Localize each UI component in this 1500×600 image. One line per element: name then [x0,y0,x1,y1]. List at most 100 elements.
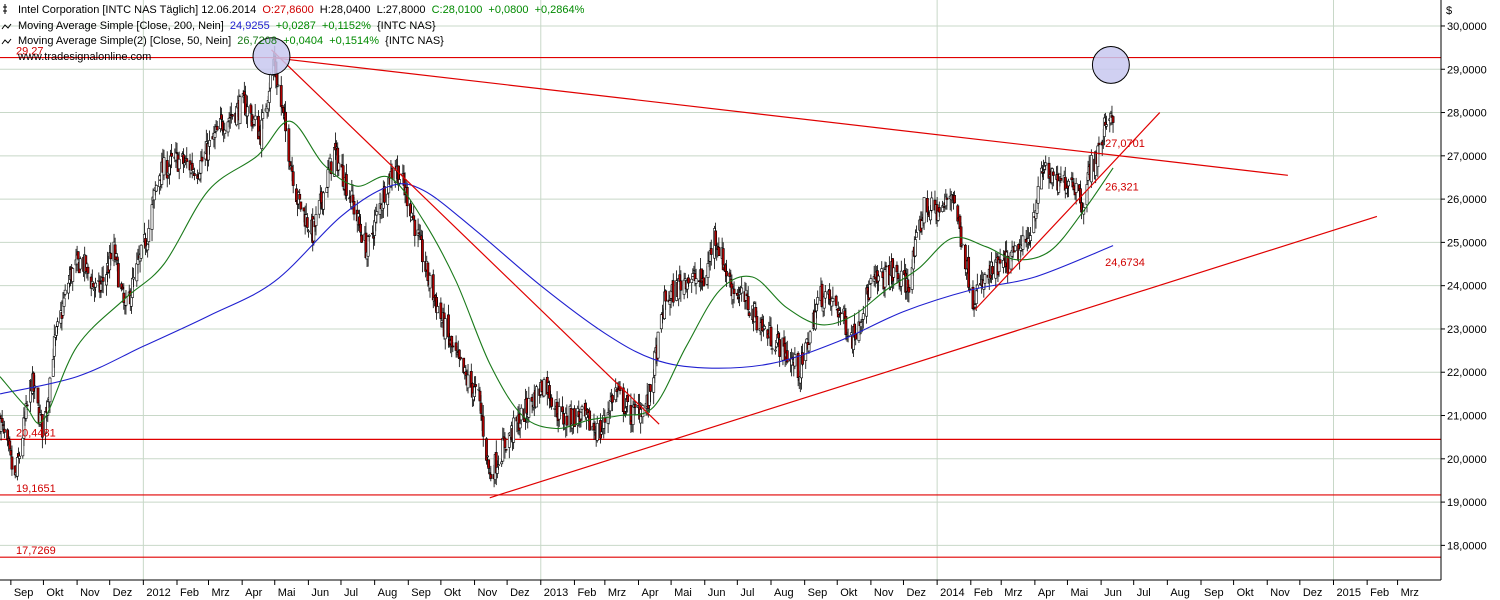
x-tick-label: Dez [1303,587,1323,599]
candle-body [732,288,736,294]
candle-body [71,268,75,282]
legend-ma200-value: 24,9255 [230,20,270,32]
level-label: 17,7269 [16,545,56,557]
candle-body [922,197,926,224]
x-tick-label: Mrz [211,587,229,599]
legend: Intel Corporation [INTC NAS Täglich] 12.… [1,4,585,63]
x-tick-label: Sep [1204,587,1224,599]
candle-body [683,278,687,281]
x-tick-label: Apr [245,587,262,599]
candle-body [959,226,963,247]
candle-body [991,266,994,275]
candle-body [755,316,759,331]
candle-body [18,455,21,459]
legend-ma200-symbol: {INTC NAS} [377,20,436,32]
candle-body [474,384,478,387]
candle-body [375,211,379,216]
candle-body [671,280,675,303]
legend-line-ma200: Moving Average Simple [Close, 200, Nein]… [1,20,436,32]
candle-body [664,290,668,302]
candle-body [972,307,976,310]
legend-ma200-percent: +0,1152% [322,20,371,32]
x-tick-label: Dez [113,587,133,599]
candle-body [557,406,561,420]
candle-body [78,258,82,270]
y-tick-label: 27,0000 [1447,151,1487,163]
candle-body [1044,162,1048,166]
candle-body [930,197,934,211]
candle-body [709,248,713,255]
candle-body [1013,245,1017,252]
currency-symbol: $ [1446,5,1452,17]
candle-body [101,277,105,282]
candle-body [352,200,356,215]
x-tick-label: Okt [1237,587,1254,599]
y-tick-label: 30,0000 [1447,21,1487,33]
candle-body [854,333,858,340]
x-tick-label: 2015 [1336,587,1360,599]
candle-body [2,428,6,433]
x-tick-label: Jun [311,587,329,599]
candle-body [1057,180,1061,193]
x-tick-label: Mai [278,587,296,599]
candle-body [223,129,227,134]
candle-body [702,277,706,287]
candle-body [542,379,546,397]
y-tick-label: 18,0000 [1447,540,1487,552]
trendline-resistance [271,56,1288,176]
candle-body [360,234,364,243]
trendline-label: 26,321 [1105,181,1139,193]
candle-body [459,356,462,360]
candle-body [314,214,318,226]
candle-body [868,284,872,299]
candle-body [421,239,424,263]
candle-body [287,128,291,162]
candle-body [778,339,782,357]
candle-body [109,252,113,260]
candle-body [503,437,507,448]
candle-body [466,374,470,389]
y-tick-label: 29,0000 [1447,64,1487,76]
candle-body [565,415,569,426]
candle-body [793,354,797,367]
candle-body [1006,255,1010,274]
candle-body [426,262,430,281]
candle-body [329,161,333,175]
candle-body [268,74,272,89]
svg-text:Intel Corporation [INTC NAS T: Intel Corporation [INTC NAS Täglich] 12.… [18,4,585,16]
candle-body [687,277,690,284]
candle-body [899,270,903,287]
candle-body [773,349,777,352]
candle-body [690,278,694,283]
candle-body [383,186,386,203]
x-tick-label: Nov [1270,587,1290,599]
candle-body [595,423,599,441]
candle-body [953,195,956,204]
candle-body [208,140,211,147]
x-tick-label: Dez [906,587,926,599]
candle-body [76,251,80,260]
level-label: 20,4481 [16,427,56,439]
candle-body [652,377,656,393]
candle-body [481,416,485,437]
x-tick-label: Sep [14,587,34,599]
x-tick-label: Aug [774,587,794,599]
candle-body [276,84,280,87]
candle-body [1032,212,1036,233]
candle-body [428,275,432,289]
ma200-line [0,183,1114,395]
candle-body [56,321,59,327]
legend-ma50-value: 26,7208 [237,35,277,47]
candle-body [561,406,564,413]
candle-body [36,387,40,404]
candle-body [641,405,645,418]
candle-body [260,119,264,149]
x-tick-label: Mrz [1004,587,1022,599]
candle-body [306,230,310,233]
x-tick-label: Apr [642,587,659,599]
candle-body [386,193,390,206]
candle-body [447,314,450,338]
candle-body [1074,183,1078,193]
trendline-fall [271,49,660,425]
candle-body [451,345,455,348]
